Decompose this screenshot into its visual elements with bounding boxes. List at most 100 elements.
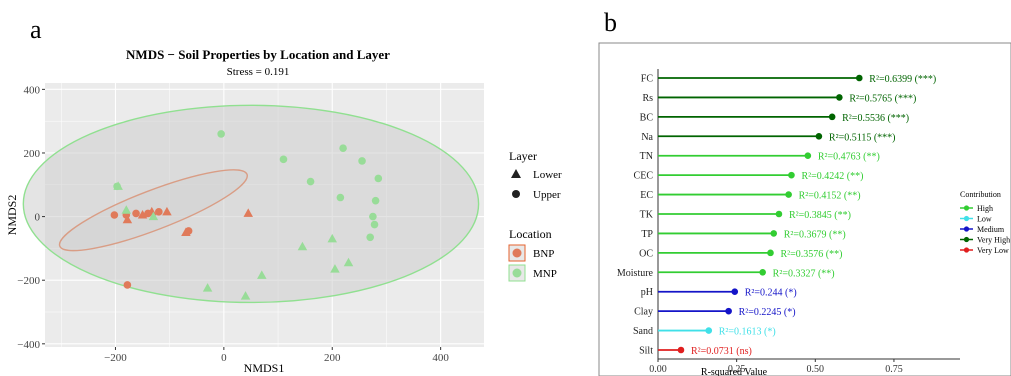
legend-swatch-circle	[512, 190, 520, 198]
point-mnp-lower	[327, 233, 337, 243]
category-label: EC	[640, 190, 653, 201]
chart-title-a: NMDS − Soil Properties by Location and L…	[126, 47, 390, 62]
point-bnp-upper	[110, 211, 119, 219]
point-mnp-upper	[374, 174, 383, 183]
y-tick-label-a: 200	[24, 148, 41, 160]
legend-swatch-point	[963, 247, 970, 253]
point-mnp-upper	[217, 130, 225, 138]
category-label: CEC	[634, 171, 654, 182]
point-bnp-lower	[181, 227, 191, 236]
category-label: Sand	[633, 326, 653, 337]
value-label: R²=0.3327 (**)	[773, 268, 835, 279]
lollipop-point	[856, 74, 863, 82]
value-label: R²=0.0731 (ns)	[691, 346, 752, 357]
x-tick-label-a: 0	[221, 352, 227, 364]
x-tick-label-a: 400	[432, 352, 449, 364]
panel-b-lollipop: b FC R²=0.6399 (***) Rs R²=0.5765 (***) BC R²…	[598, 8, 1011, 376]
lollipop-point	[788, 171, 795, 179]
point-mnp-lower	[257, 270, 267, 279]
value-label: R²=0.1613 (*)	[719, 327, 776, 338]
value-label: R²=0.4242 (**)	[801, 171, 863, 182]
legend-item-layer: Upper	[533, 189, 561, 201]
value-label: R²=0.3576 (**)	[780, 249, 842, 260]
point-mnp-lower	[343, 257, 354, 267]
panel-label-a: a	[30, 15, 42, 44]
point-mnp-upper	[370, 220, 379, 229]
point-bnp-upper	[155, 208, 163, 216]
x-tick-label-b: 0.25	[728, 364, 746, 375]
legend-item-layer: Lower	[533, 169, 562, 181]
value-label: R²=0.5115 (***)	[829, 132, 896, 143]
category-label: pH	[641, 287, 653, 298]
legend-item-contribution: Medium	[977, 225, 1005, 234]
point-mnp-upper	[306, 177, 315, 186]
point-mnp-upper	[371, 196, 380, 205]
point-mnp-lower	[121, 205, 132, 214]
category-label: TN	[640, 151, 653, 162]
value-label: R²=0.5765 (***)	[849, 93, 916, 104]
legend-title-location: Location	[509, 227, 552, 241]
legend-swatch-bnp	[512, 248, 522, 258]
point-bnp-lower	[162, 206, 172, 216]
point-bnp-upper	[123, 281, 132, 289]
x-tick-label-a: −200	[104, 352, 127, 364]
category-label: Silt	[639, 346, 653, 357]
point-mnp-lower	[202, 283, 213, 292]
legend-swatch-point	[963, 236, 970, 243]
x-tick-label-a: 200	[324, 352, 341, 364]
point-mnp-lower	[297, 241, 308, 251]
value-label: R²=0.2245 (*)	[739, 307, 796, 318]
lollipop-point	[815, 132, 823, 140]
y-axis-label-a: NMDS2	[5, 195, 19, 236]
lollipop-point	[767, 249, 774, 257]
legend-swatch-mnp	[512, 268, 522, 278]
point-mnp-upper	[358, 157, 366, 165]
category-label: Clay	[634, 307, 653, 318]
lollipop-point	[705, 327, 713, 334]
point-bnp-lower	[243, 208, 253, 217]
x-tick-label-b: 0.00	[649, 364, 667, 375]
value-label: R²=0.3679 (**)	[784, 229, 846, 240]
category-label: TP	[641, 229, 653, 240]
lollipop-point	[677, 346, 685, 354]
lollipop-point	[785, 191, 792, 198]
category-label: Rs	[642, 93, 653, 104]
lollipop-point	[836, 94, 843, 101]
x-axis-label-b: R-squared Value	[701, 367, 768, 376]
ellipse-mnp	[22, 104, 480, 304]
point-mnp-upper	[369, 212, 377, 221]
category-label: Moisture	[617, 268, 654, 279]
legend-item-contribution: Very High	[977, 236, 1010, 245]
lollipop-point	[828, 113, 836, 121]
x-axis-label-a: NMDS1	[244, 361, 285, 375]
x-tick-label-b: 0.50	[807, 364, 825, 375]
plot-area-b: FC R²=0.6399 (***) Rs R²=0.5765 (***) BC R²=0…	[617, 69, 960, 375]
category-label: BC	[640, 112, 654, 123]
point-mnp-upper	[339, 144, 347, 153]
legend-swatch-point	[963, 205, 970, 211]
lollipop-point	[731, 288, 739, 296]
lollipop-point	[775, 210, 783, 218]
category-label: FC	[641, 74, 654, 85]
legend-title-contribution: Contribution	[960, 190, 1001, 199]
value-label: R²=0.5536 (***)	[842, 113, 909, 124]
lollipop-point	[804, 152, 812, 160]
chart-subtitle-a: Stress = 0.191	[227, 66, 290, 78]
category-label: OC	[639, 248, 653, 259]
panel-frame-b	[598, 42, 1011, 376]
lollipop-point	[725, 307, 732, 315]
lollipop-point	[770, 230, 778, 237]
point-mnp-upper	[279, 155, 288, 164]
y-tick-label-a: 0	[35, 212, 41, 224]
legend-item-location: MNP	[533, 268, 557, 280]
point-mnp-lower	[148, 211, 159, 221]
point-bnp-lower	[137, 210, 148, 219]
lollipop-point	[759, 268, 766, 276]
point-mnp-upper	[366, 233, 374, 242]
category-label: TK	[640, 210, 654, 221]
legend-item-location: BNP	[533, 248, 554, 260]
point-mnp-lower	[240, 291, 251, 300]
legend-item-contribution: Very Low	[977, 246, 1009, 255]
y-tick-label-a: −400	[17, 339, 40, 351]
